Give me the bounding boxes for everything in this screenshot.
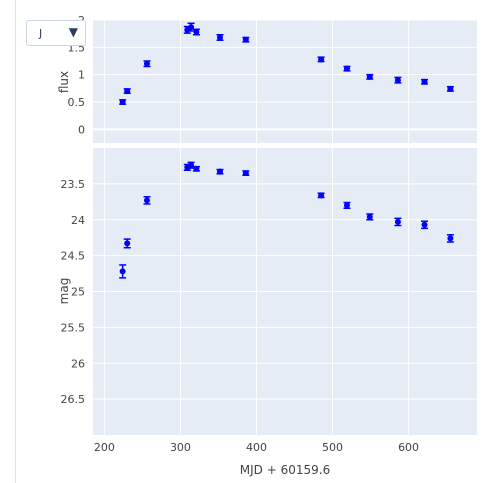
x-tick-label: 500: [322, 441, 343, 454]
data-point[interactable]: [446, 85, 454, 92]
data-point[interactable]: [123, 88, 131, 95]
point-marker: [216, 168, 223, 175]
point-marker: [421, 78, 428, 85]
data-points: [119, 22, 454, 279]
point-marker: [366, 73, 373, 80]
left-border-line: [15, 0, 16, 483]
tick-labels: 00.511.5223.52424.52525.52626.5200300400…: [61, 14, 420, 454]
data-point[interactable]: [421, 78, 429, 85]
data-point[interactable]: [317, 56, 325, 63]
data-point[interactable]: [143, 196, 151, 205]
x-tick-label: 200: [94, 441, 115, 454]
triangle-down-icon[interactable]: ▼: [68, 25, 78, 39]
point-marker: [188, 24, 195, 31]
data-point[interactable]: [242, 36, 250, 43]
data-point[interactable]: [394, 217, 402, 227]
point-marker: [318, 56, 325, 63]
data-point[interactable]: [187, 161, 195, 169]
point-marker: [394, 77, 401, 84]
data-point[interactable]: [242, 170, 250, 177]
filter-dropdown[interactable]: J ▼: [26, 20, 86, 46]
filter-dropdown-value: J: [39, 27, 43, 40]
point-marker: [394, 218, 401, 225]
data-point[interactable]: [216, 168, 224, 175]
flux-panel-background: [93, 20, 477, 143]
point-marker: [366, 213, 373, 220]
point-marker: [343, 65, 350, 72]
y-tick-label: 1: [78, 69, 85, 82]
data-point[interactable]: [394, 76, 402, 84]
grid-lines: [93, 19, 477, 435]
point-marker: [242, 36, 249, 43]
data-point[interactable]: [192, 28, 200, 36]
point-marker: [421, 221, 428, 228]
y-tick-label: 24: [71, 214, 85, 227]
point-marker: [193, 29, 200, 36]
point-marker: [193, 165, 200, 172]
point-marker: [119, 99, 126, 105]
data-point[interactable]: [366, 213, 374, 221]
point-marker: [143, 197, 150, 204]
point-marker: [343, 202, 350, 209]
point-marker: [447, 85, 454, 92]
point-marker: [119, 268, 126, 275]
data-point[interactable]: [366, 73, 374, 80]
y-tick-label: 23.5: [61, 178, 86, 191]
point-marker: [447, 235, 454, 242]
y-tick-label: 0: [78, 123, 85, 136]
y-tick-label: 25: [71, 286, 85, 299]
point-marker: [124, 240, 131, 247]
point-marker: [143, 60, 150, 67]
data-point[interactable]: [446, 234, 454, 243]
y-tick-label: 26: [71, 357, 85, 370]
data-point[interactable]: [143, 60, 151, 68]
data-point[interactable]: [187, 22, 195, 32]
data-point[interactable]: [343, 65, 351, 72]
point-marker: [188, 162, 195, 169]
flux-axis-title: flux: [57, 71, 71, 93]
y-tick-label: 26.5: [61, 393, 86, 406]
point-marker: [216, 34, 223, 41]
y-tick-label: 0.5: [68, 96, 86, 109]
mag-axis-title: mag: [57, 278, 71, 305]
y-tick-label: 25.5: [61, 321, 86, 334]
data-point[interactable]: [421, 220, 429, 230]
data-point[interactable]: [123, 238, 131, 249]
x-tick-label: 600: [398, 441, 419, 454]
data-point[interactable]: [216, 34, 224, 41]
x-tick-label: 300: [170, 441, 191, 454]
point-marker: [124, 88, 131, 95]
point-marker: [242, 170, 249, 177]
data-point[interactable]: [317, 192, 325, 199]
data-point[interactable]: [119, 99, 127, 105]
x-tick-label: 400: [246, 441, 267, 454]
data-point[interactable]: [343, 201, 351, 210]
point-marker: [318, 192, 325, 199]
data-point[interactable]: [119, 264, 127, 279]
x-axis-title: MJD + 60159.6: [240, 463, 330, 477]
y-tick-label: 24.5: [61, 250, 86, 263]
data-point[interactable]: [192, 165, 200, 172]
